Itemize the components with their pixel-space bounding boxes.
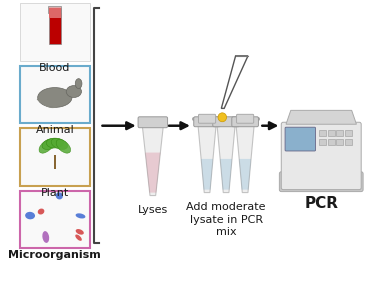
Text: PCR: PCR — [304, 195, 338, 211]
Text: Add moderate
lysate in PCR
mix: Add moderate lysate in PCR mix — [186, 203, 266, 237]
Ellipse shape — [75, 235, 82, 241]
Text: Plant: Plant — [41, 188, 69, 198]
Text: Blood: Blood — [39, 63, 71, 73]
FancyBboxPatch shape — [213, 117, 239, 127]
FancyBboxPatch shape — [236, 114, 254, 123]
Bar — [345, 130, 352, 136]
Ellipse shape — [56, 139, 71, 153]
Polygon shape — [145, 153, 160, 193]
FancyBboxPatch shape — [138, 117, 168, 128]
Bar — [337, 130, 343, 136]
Ellipse shape — [42, 138, 58, 150]
FancyBboxPatch shape — [194, 117, 220, 127]
Bar — [337, 139, 343, 145]
Bar — [49, 8, 61, 18]
Ellipse shape — [218, 113, 227, 122]
Bar — [319, 139, 326, 145]
Bar — [328, 139, 335, 145]
Bar — [319, 130, 326, 136]
Ellipse shape — [51, 138, 68, 150]
FancyBboxPatch shape — [19, 66, 90, 123]
FancyBboxPatch shape — [19, 3, 90, 61]
Ellipse shape — [38, 209, 45, 215]
Polygon shape — [220, 159, 232, 190]
FancyBboxPatch shape — [285, 127, 316, 151]
FancyBboxPatch shape — [19, 128, 90, 186]
Bar — [49, 8, 61, 44]
Polygon shape — [286, 110, 356, 124]
Polygon shape — [201, 159, 213, 190]
Polygon shape — [217, 125, 235, 193]
Bar — [328, 130, 335, 136]
FancyBboxPatch shape — [19, 191, 90, 248]
Bar — [345, 139, 352, 145]
Ellipse shape — [75, 79, 82, 89]
Ellipse shape — [56, 192, 63, 199]
Ellipse shape — [25, 212, 35, 219]
Ellipse shape — [76, 213, 85, 218]
Polygon shape — [239, 159, 251, 190]
Bar — [48, 6, 61, 13]
Ellipse shape — [39, 139, 53, 153]
Text: Animal: Animal — [36, 125, 74, 135]
Bar — [54, 155, 56, 169]
Text: Microorganism: Microorganism — [9, 250, 101, 260]
Polygon shape — [142, 126, 163, 195]
Ellipse shape — [38, 88, 72, 107]
Ellipse shape — [66, 86, 82, 97]
Text: Lyses: Lyses — [138, 205, 168, 215]
Ellipse shape — [46, 138, 63, 148]
Ellipse shape — [42, 231, 49, 243]
Polygon shape — [236, 125, 254, 193]
FancyBboxPatch shape — [232, 117, 258, 127]
FancyBboxPatch shape — [281, 122, 361, 190]
Polygon shape — [221, 56, 248, 108]
FancyBboxPatch shape — [199, 114, 216, 123]
FancyBboxPatch shape — [279, 172, 363, 192]
Polygon shape — [198, 125, 216, 193]
Ellipse shape — [76, 229, 84, 235]
